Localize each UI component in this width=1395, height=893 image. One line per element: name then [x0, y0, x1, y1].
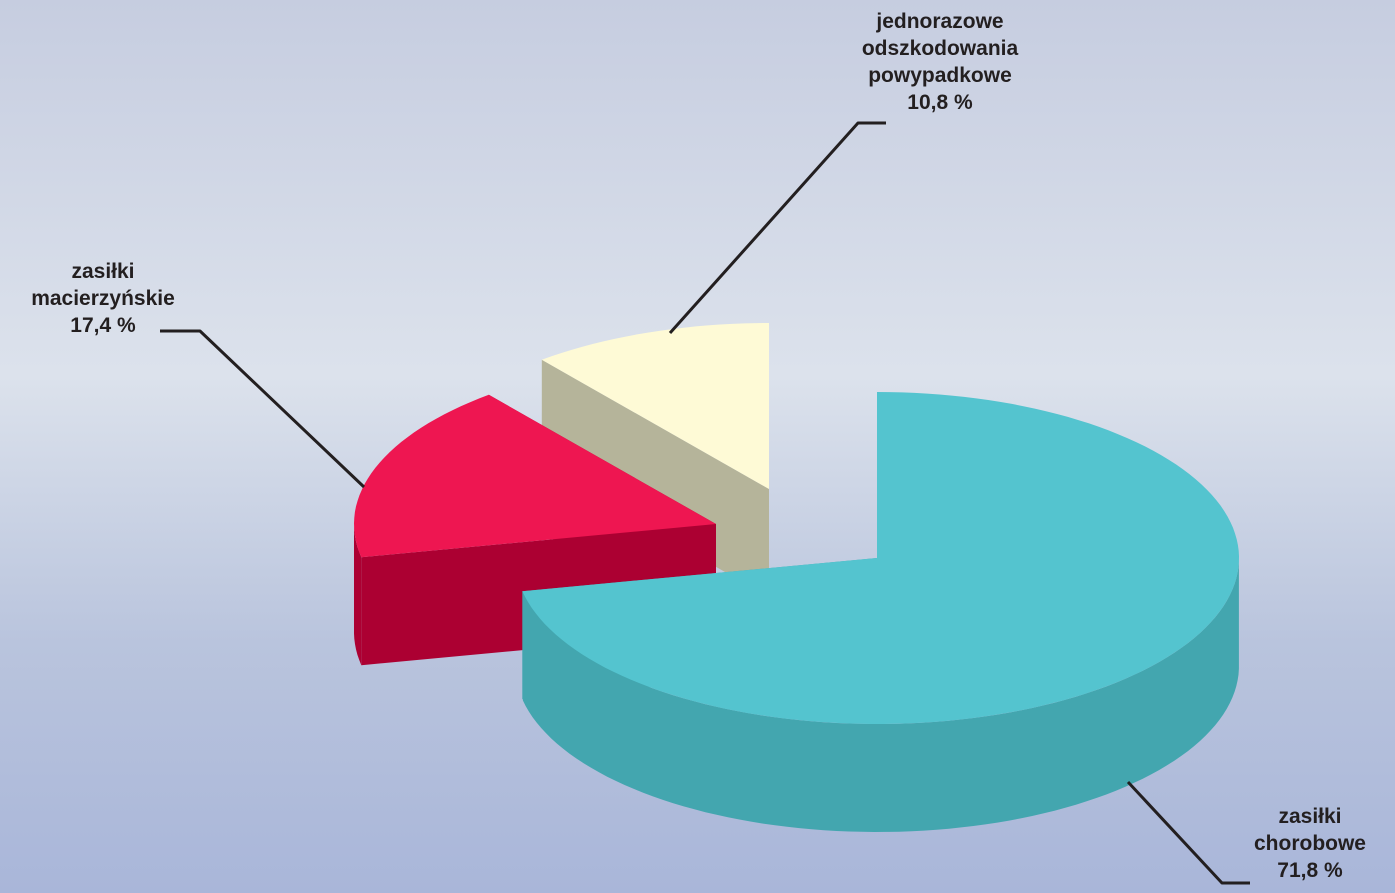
- slice-top-face: [541, 323, 769, 489]
- slice-label-line: zasiłki: [1278, 805, 1342, 828]
- slice-top-face: [522, 392, 1239, 724]
- slice-label-zasilki-chorobowe: zasiłki chorobowe 71,8 %: [1225, 803, 1395, 884]
- slice-outer-wall: [354, 525, 362, 666]
- slice-label-line: zasiłki: [71, 260, 135, 283]
- slice-label-line: jednorazowe: [876, 10, 1004, 33]
- slice-label-zasilki-macierzynskie: zasiłki macierzyńskie 17,4 %: [0, 258, 206, 339]
- slice-value-label: 71,8 %: [1277, 859, 1343, 882]
- slice-label-line: macierzyńskie: [31, 287, 175, 310]
- pie-slice-zasilki-chorobowe: [522, 392, 1239, 832]
- slice-label-jednorazowe-odszkodowania: jednorazowe odszkodowania powypadkowe 10…: [820, 8, 1060, 116]
- leader-line-jednorazowe-odszkodowania: [668, 121, 886, 335]
- leader-line-zasilki-macierzynskie: [160, 329, 366, 489]
- leader-line-zasilki-chorobowe: [1126, 780, 1250, 885]
- slice-outer-wall: [522, 560, 1239, 832]
- slice-label-line: chorobowe: [1253, 832, 1366, 855]
- slice-label-line: odszkodowania: [861, 37, 1019, 60]
- slice-value-label: 17,4 %: [70, 314, 136, 337]
- slice-label-line: powypadkowe: [868, 64, 1012, 87]
- slice-value-label: 10,8 %: [907, 91, 973, 114]
- slice-top-face: [354, 394, 716, 558]
